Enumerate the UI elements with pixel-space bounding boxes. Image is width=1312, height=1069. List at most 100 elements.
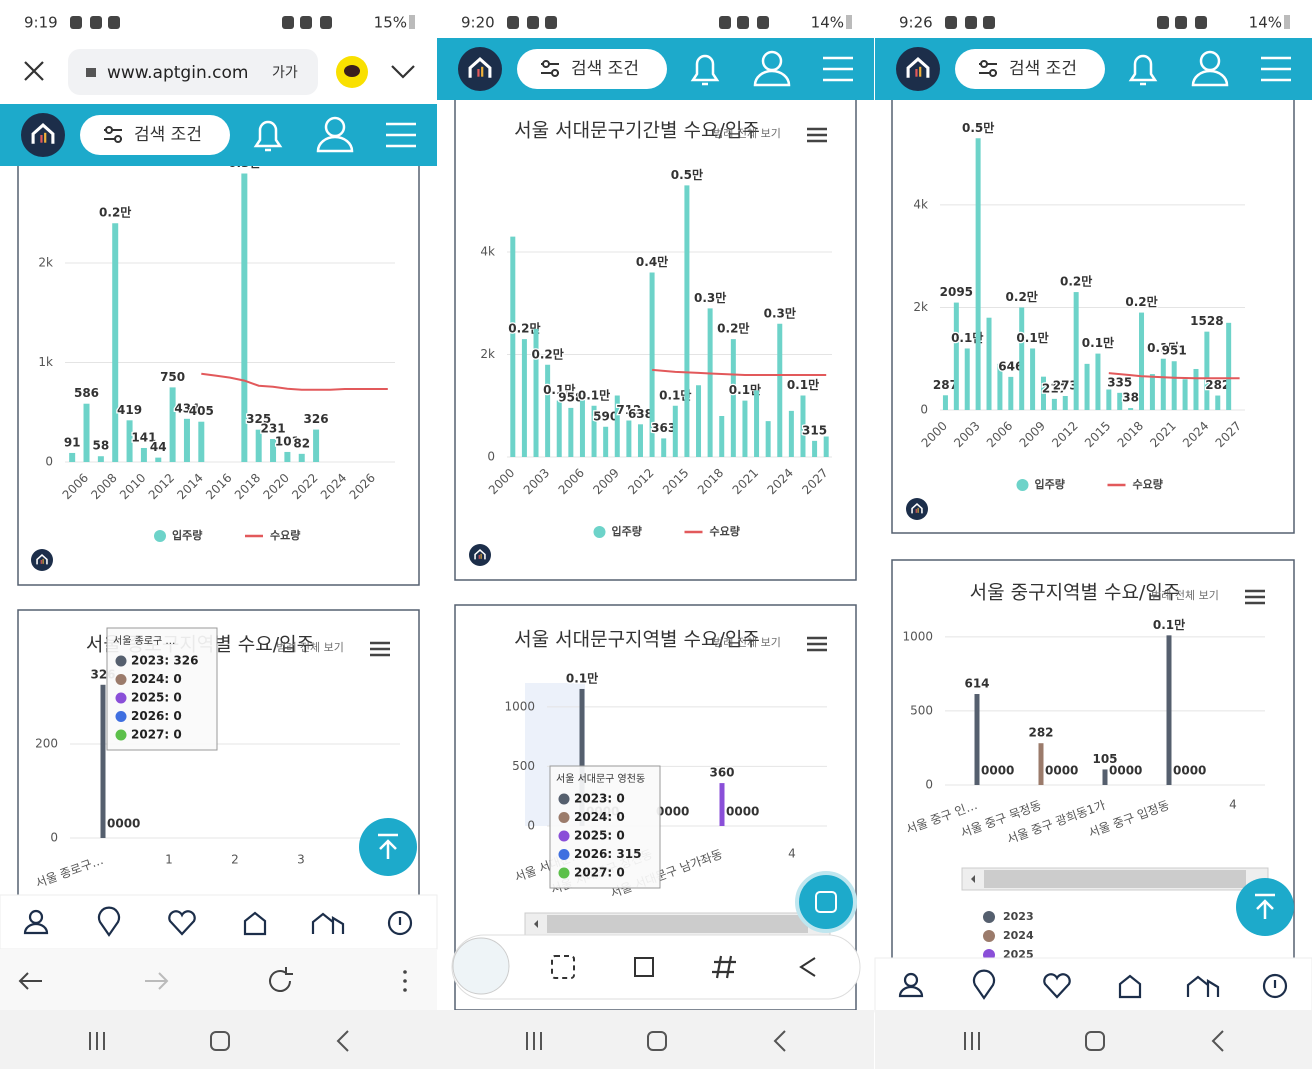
data-label: 419 [117,403,142,417]
bar [997,363,1003,410]
tooltip-marker [115,692,127,704]
back-button[interactable] [1211,1030,1224,1052]
y-tick-label: 0 [45,455,53,469]
home-button[interactable] [647,1031,667,1051]
legend-label[interactable]: 수요량 [270,529,300,542]
demand-line [201,372,388,391]
legend-toggle[interactable]: 범례 전체 보기 [276,641,344,654]
search-button[interactable] [955,49,1105,89]
nav-favorite[interactable] [1043,973,1071,999]
data-label: 101 [275,434,300,448]
browser-back[interactable] [18,972,42,990]
scroll-thumb[interactable] [984,870,1246,888]
data-label: 0.1만 [1082,335,1114,350]
scroll-thumb[interactable] [547,915,808,933]
battery-level: 14% [811,14,844,32]
home-logo-bar [917,507,919,513]
status-bar [0,0,437,40]
legend-label[interactable]: 입주량 [612,525,642,538]
legend-label[interactable]: 2023 [1003,910,1034,923]
browser-more[interactable] [403,988,407,992]
home-logo[interactable] [906,498,928,520]
legend-toggle[interactable]: 범례 전체 보기 [713,636,781,649]
scroll-capture[interactable] [551,955,575,979]
zero-labels: 0000 [107,817,140,831]
capture-thumbnail[interactable] [452,937,510,995]
bar [800,395,806,457]
home-logo-bar [480,553,482,559]
y-tick-label: 4k [480,245,495,259]
tooltip-row: 2024: 0 [574,810,625,824]
nav-apartment[interactable] [243,911,267,936]
status-icon [108,16,120,29]
legend-label[interactable]: 2024 [1003,929,1034,942]
legend-toggle[interactable]: 범례 전체 보기 [713,127,781,140]
browser-more[interactable] [403,979,407,983]
data-label: 325 [246,412,271,426]
tag-capture[interactable] [712,955,736,979]
home-button[interactable] [210,1031,230,1051]
text-size-button[interactable]: 가가 [272,65,298,81]
edit-capture[interactable] [634,957,654,977]
chart-title: 서울 중구지역별 수요/입주 [970,582,1181,604]
browser-more[interactable] [403,970,407,974]
bar [1102,769,1108,785]
bar [707,308,713,457]
home-logo[interactable] [21,113,65,157]
home-logo[interactable] [469,544,491,566]
bar [591,405,597,457]
share-capture[interactable] [799,957,816,977]
browser-reload[interactable] [269,967,293,992]
home-logo[interactable] [458,47,502,91]
legend-label[interactable]: 수요량 [1133,478,1163,491]
close-tab[interactable] [24,61,44,81]
y-tick-label: 1000 [902,629,933,643]
bell-icon[interactable] [253,120,283,152]
chart-card [17,149,420,586]
legend-label[interactable]: 입주량 [172,529,202,542]
bar [298,453,305,462]
nav-notice[interactable] [387,910,413,936]
bar [603,426,609,457]
bar [313,429,320,462]
android-nav [875,1010,1312,1069]
y-tick-label: 0 [920,403,928,417]
bar [579,390,585,457]
home-logo[interactable] [896,47,940,91]
legend-label[interactable]: 수요량 [710,525,740,538]
back-button[interactable] [336,1030,349,1052]
chart-title: 서울 서대문구기간별 수요/입주 [514,120,760,142]
home-logo[interactable] [31,549,53,571]
zero-labels: 0000 [1045,764,1078,778]
home-button[interactable] [1085,1031,1105,1051]
scroll-top-button[interactable] [795,871,857,933]
data-label: 363 [651,421,676,435]
browser-forward[interactable] [145,972,169,990]
tooltip-title: 서울 종로구 … [113,635,175,647]
nav-complex[interactable] [1186,975,1220,997]
bell-icon[interactable] [690,54,720,86]
legend-toggle[interactable]: 범례 전체 보기 [1151,589,1219,602]
y-tick-label: 500 [512,759,535,773]
legend-label[interactable]: 입주량 [1035,478,1065,491]
tooltip [106,627,218,751]
search-button[interactable] [80,115,230,155]
nav-complex[interactable] [311,912,345,934]
nav-apartment[interactable] [1118,974,1142,999]
search-button[interactable] [517,49,667,89]
legend-marker [593,526,606,538]
status-icon [507,16,519,29]
data-label: 712 [616,403,641,417]
expand-chevron[interactable] [391,65,415,79]
bell-icon[interactable] [1128,54,1158,86]
status-icon [300,16,312,29]
back-button[interactable] [773,1030,786,1052]
url-field[interactable] [68,49,318,95]
nav-favorite[interactable] [168,910,196,936]
phone-screen: 01k2k20062008201020122014201620182020202… [0,0,438,1069]
nav-map[interactable] [97,906,121,937]
nav-map[interactable] [972,969,996,1000]
nav-notice[interactable] [1262,973,1288,999]
